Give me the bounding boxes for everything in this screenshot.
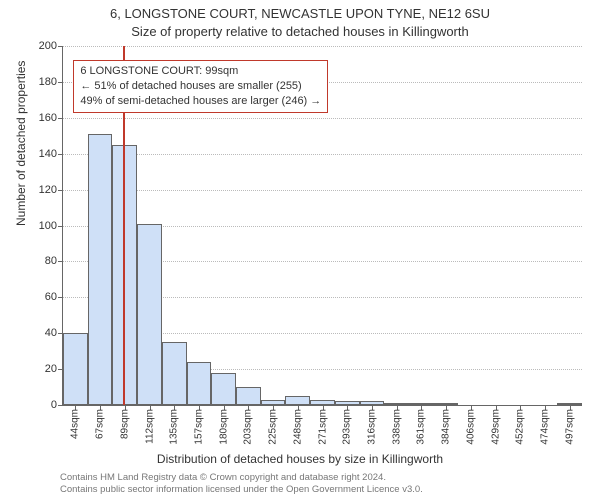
y-tick-mark — [58, 154, 63, 155]
chart-title-line1: 6, LONGSTONE COURT, NEWCASTLE UPON TYNE,… — [0, 6, 600, 21]
y-tick-label: 0 — [51, 399, 57, 411]
grid-line — [63, 118, 582, 119]
chart-title-line2: Size of property relative to detached ho… — [0, 24, 600, 39]
x-tick-label: 361sqm — [416, 409, 427, 445]
y-tick-label: 200 — [39, 40, 57, 52]
x-tick-label: 497sqm — [564, 409, 575, 445]
y-tick-label: 160 — [39, 112, 57, 124]
x-tick-label: 474sqm — [539, 409, 550, 445]
y-tick-label: 100 — [39, 220, 57, 232]
y-tick-mark — [58, 82, 63, 83]
annotation-line: 6 LONGSTONE COURT: 99sqm — [80, 64, 321, 79]
x-tick-label: 89sqm — [119, 409, 130, 439]
x-tick-label: 44sqm — [70, 409, 81, 439]
x-tick-label: 135sqm — [169, 409, 180, 445]
histogram-bar — [63, 333, 88, 405]
y-tick-mark — [58, 118, 63, 119]
histogram-bar — [211, 373, 236, 405]
x-tick-label: 112sqm — [144, 409, 155, 444]
grid-line — [63, 190, 582, 191]
grid-line — [63, 154, 582, 155]
x-tick-label: 271sqm — [317, 409, 328, 445]
x-tick-label: 157sqm — [193, 409, 204, 445]
y-tick-label: 140 — [39, 148, 57, 160]
footer-line2: Contains public sector information licen… — [60, 484, 423, 496]
x-tick-label: 293sqm — [342, 409, 353, 445]
x-tick-label: 203sqm — [243, 409, 254, 445]
y-tick-label: 40 — [45, 327, 57, 339]
y-tick-label: 80 — [45, 255, 57, 267]
y-tick-mark — [58, 190, 63, 191]
y-tick-mark — [58, 297, 63, 298]
y-tick-mark — [58, 405, 63, 406]
annotation-line: ← 51% of detached houses are smaller (25… — [80, 79, 321, 94]
x-tick-label: 225sqm — [268, 409, 279, 445]
x-tick-label: 384sqm — [441, 409, 452, 445]
histogram-bar — [112, 145, 137, 405]
x-tick-label: 67sqm — [95, 409, 106, 439]
y-tick-mark — [58, 261, 63, 262]
histogram-bar — [162, 342, 187, 405]
histogram-bar — [88, 134, 113, 405]
x-tick-label: 452sqm — [515, 409, 526, 445]
annotation-box: 6 LONGSTONE COURT: 99sqm← 51% of detache… — [73, 60, 328, 113]
y-tick-label: 180 — [39, 76, 57, 88]
y-tick-label: 20 — [45, 363, 57, 375]
histogram-bar — [285, 396, 310, 405]
y-axis-label: Number of detached properties — [14, 61, 28, 226]
plot-area: 02040608010012014016018020044sqm67sqm89s… — [62, 46, 582, 406]
y-tick-mark — [58, 46, 63, 47]
x-tick-label: 429sqm — [490, 409, 501, 445]
y-tick-label: 60 — [45, 291, 57, 303]
y-tick-mark — [58, 226, 63, 227]
histogram-bar — [137, 224, 162, 405]
grid-line — [63, 46, 582, 47]
chart-container: 6, LONGSTONE COURT, NEWCASTLE UPON TYNE,… — [0, 0, 600, 500]
y-tick-label: 120 — [39, 184, 57, 196]
annotation-line: 49% of semi-detached houses are larger (… — [80, 94, 321, 109]
histogram-bar — [236, 387, 261, 405]
x-tick-label: 338sqm — [391, 409, 402, 445]
footer-attribution: Contains HM Land Registry data © Crown c… — [60, 472, 423, 496]
histogram-bar — [187, 362, 212, 405]
x-tick-label: 180sqm — [218, 409, 229, 445]
x-tick-label: 316sqm — [366, 409, 377, 445]
footer-line1: Contains HM Land Registry data © Crown c… — [60, 472, 423, 484]
x-tick-label: 248sqm — [292, 409, 303, 445]
x-axis-label: Distribution of detached houses by size … — [0, 452, 600, 466]
x-tick-label: 406sqm — [465, 409, 476, 445]
